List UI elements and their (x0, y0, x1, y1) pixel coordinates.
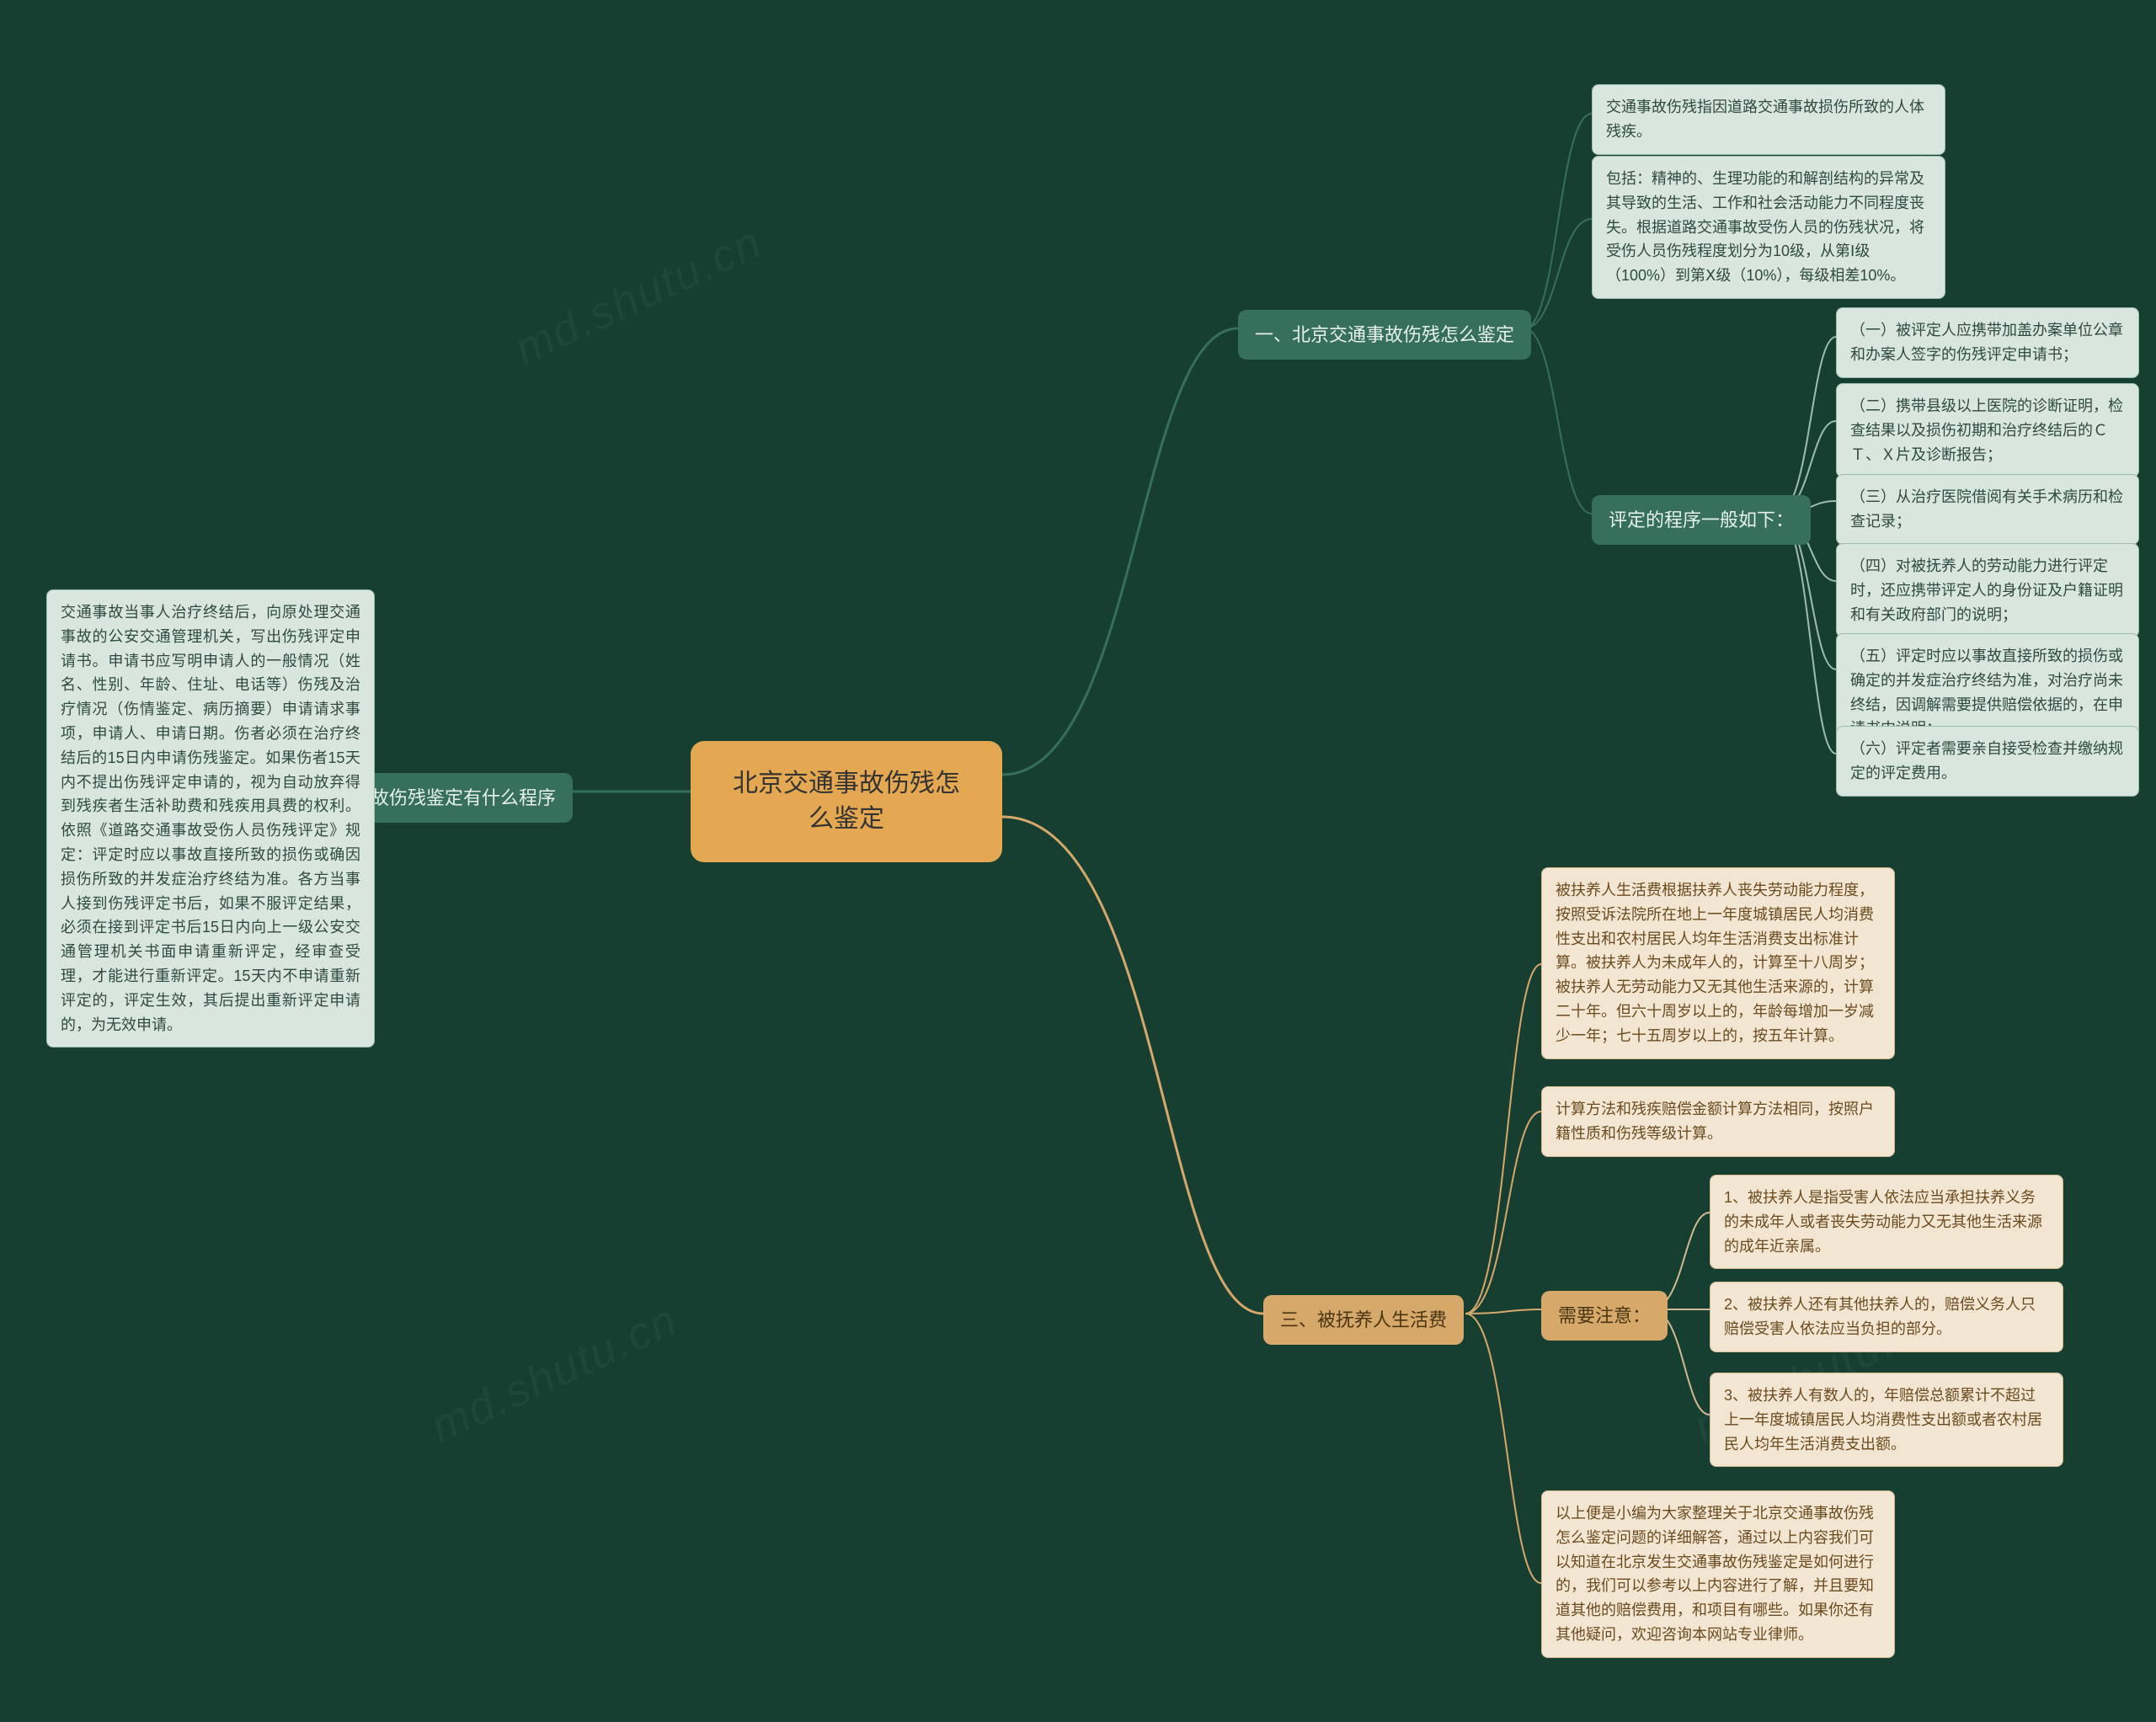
leaf-text: 包括：精神的、生理功能的和解剖结构的异常及其导致的生活、工作和社会活动能力不同程… (1606, 170, 1924, 284)
branch-1-label: 一、北京交通事故伤残怎么鉴定 (1255, 324, 1514, 345)
leaf-text: 交通事故伤残指因道路交通事故损伤所致的人体残疾。 (1606, 99, 1924, 140)
branch-1[interactable]: 一、北京交通事故伤残怎么鉴定 (1238, 310, 1531, 360)
leaf-text: （五）评定时应以事故直接所致的损伤或确定的并发症治疗终结为准，对治疗尚未终结，因… (1850, 648, 2123, 737)
leaf-text: （二）携带县级以上医院的诊断证明，检查结果以及损伤初期和治疗终结后的ＣＴ、Ｘ片及… (1850, 397, 2123, 463)
branch-3-note-leaf-2: 3、被扶养人有数人的，年赔偿总额累计不超过上一年度城镇居民人均消费性支出额或者农… (1710, 1373, 2063, 1467)
leaf-text: 以上便是小编为大家整理关于北京交通事故伤残怎么鉴定问题的详细解答，通过以上内容我… (1556, 1505, 1874, 1643)
branch-1-subtitle[interactable]: 评定的程序一般如下： (1592, 495, 1811, 545)
branch-3-leaf-c: 以上便是小编为大家整理关于北京交通事故伤残怎么鉴定问题的详细解答，通过以上内容我… (1541, 1490, 1895, 1658)
leaf-text: 3、被扶养人有数人的，年赔偿总额累计不超过上一年度城镇居民人均消费性支出额或者农… (1724, 1387, 2042, 1453)
leaf-text: 计算方法和残疾赔偿金额计算方法相同，按照户籍性质和伤残等级计算。 (1556, 1101, 1874, 1142)
leaf-text: （六）评定者需要亲自接受检查并缴纳规定的评定费用。 (1850, 740, 2123, 781)
leaf-text: 被扶养人生活费根据扶养人丧失劳动能力程度，按照受诉法院所在地上一年度城镇居民人均… (1556, 882, 1874, 1044)
leaf-text: （四）对被抚养人的劳动能力进行评定时，还应携带评定人的身份证及户籍证明和有关政府… (1850, 557, 2123, 623)
branch-3-leaf-b: 计算方法和残疾赔偿金额计算方法相同，按照户籍性质和伤残等级计算。 (1541, 1086, 1895, 1157)
watermark: md.shutu.cn (423, 1293, 686, 1453)
branch-1-sub-leaf-3: （四）对被抚养人的劳动能力进行评定时，还应携带评定人的身份证及户籍证明和有关政府… (1836, 543, 2139, 637)
branch-1-sub-leaf-2: （三）从治疗医院借阅有关手术病历和检查记录； (1836, 474, 2139, 545)
leaf-text: 2、被扶养人还有其他扶养人的，赔偿义务人只赔偿受害人依法应当负担的部分。 (1724, 1296, 2036, 1337)
branch-1-leaf-a: 交通事故伤残指因道路交通事故损伤所致的人体残疾。 (1592, 84, 1945, 155)
branch-3-leaf-a: 被扶养人生活费根据扶养人丧失劳动能力程度，按照受诉法院所在地上一年度城镇居民人均… (1541, 867, 1895, 1059)
branch-3[interactable]: 三、被抚养人生活费 (1263, 1295, 1464, 1345)
branch-1-sub-leaf-5: （六）评定者需要亲自接受检查并缴纳规定的评定费用。 (1836, 726, 2139, 797)
leaf-text: 交通事故当事人治疗终结后，向原处理交通事故的公安交通管理机关，写出伤残评定申请书… (61, 604, 360, 1033)
leaf-text: （一）被评定人应携带加盖办案单位公章和办案人签字的伤残评定申请书； (1850, 322, 2123, 363)
watermark: md.shutu.cn (507, 216, 771, 376)
leaf-text: 1、被扶养人是指受害人依法应当承担扶养义务的未成年人或者丧失劳动能力又无其他生活… (1724, 1189, 2042, 1255)
branch-2-leaf: 交通事故当事人治疗终结后，向原处理交通事故的公安交通管理机关，写出伤残评定申请书… (46, 589, 375, 1048)
branch-3-label: 三、被抚养人生活费 (1280, 1309, 1447, 1330)
branch-3-note-title[interactable]: 需要注意： (1541, 1291, 1668, 1341)
root-label: 北京交通事故伤残怎么鉴定 (733, 770, 960, 833)
note-title-label: 需要注意： (1558, 1305, 1651, 1326)
branch-3-note-leaf-1: 2、被扶养人还有其他扶养人的，赔偿义务人只赔偿受害人依法应当负担的部分。 (1710, 1282, 2063, 1352)
leaf-text: （三）从治疗医院借阅有关手术病历和检查记录； (1850, 488, 2123, 530)
branch-1-sub-leaf-0: （一）被评定人应携带加盖办案单位公章和办案人签字的伤残评定申请书； (1836, 307, 2139, 378)
root-node[interactable]: 北京交通事故伤残怎么鉴定 (691, 741, 1002, 862)
branch-1-sub-leaf-1: （二）携带县级以上医院的诊断证明，检查结果以及损伤初期和治疗终结后的ＣＴ、Ｘ片及… (1836, 383, 2139, 477)
branch-3-note-leaf-0: 1、被扶养人是指受害人依法应当承担扶养义务的未成年人或者丧失劳动能力又无其他生活… (1710, 1175, 2063, 1269)
subtitle-label: 评定的程序一般如下： (1609, 509, 1794, 530)
branch-1-leaf-b: 包括：精神的、生理功能的和解剖结构的异常及其导致的生活、工作和社会活动能力不同程… (1592, 156, 1945, 299)
